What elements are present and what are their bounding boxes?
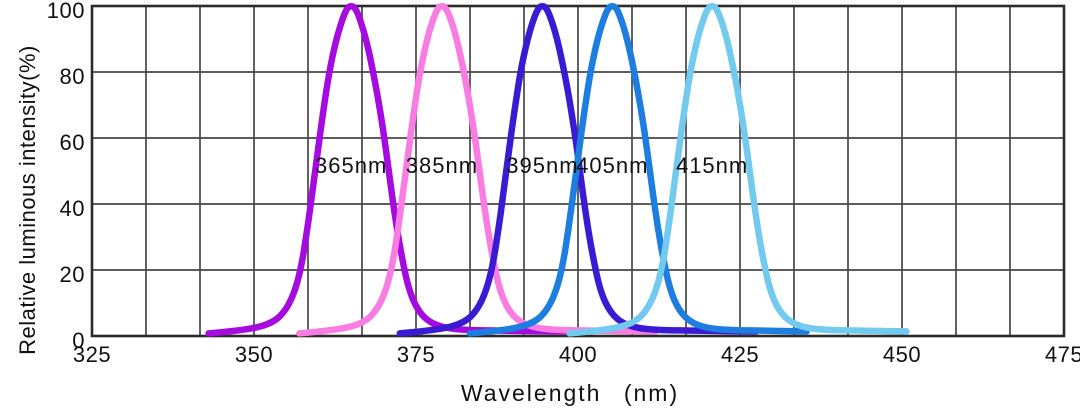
y-tick-label: 40 — [60, 196, 85, 221]
x-tick-label: 350 — [235, 342, 273, 367]
y-axis-title: Relative luminous intensity(%) — [15, 45, 40, 355]
spectrum-curve-385nm — [296, 3, 660, 337]
y-axis-tick-labels: 0 20 40 60 80 100 — [47, 0, 85, 353]
x-tick-label: 375 — [397, 342, 435, 367]
y-tick-label: 100 — [47, 0, 85, 23]
y-tick-label: 0 — [72, 328, 85, 353]
x-axis-title: Wavelength (nm) — [461, 380, 679, 406]
spectrum-curve-395nm — [396, 3, 760, 337]
spectra-curves — [205, 3, 910, 337]
y-tick-label: 20 — [60, 262, 85, 287]
x-tick-label: 400 — [559, 342, 597, 367]
spectrum-curve-365nm — [205, 3, 569, 337]
x-tick-label: 325 — [73, 342, 111, 367]
series-label-415nm: 415nm — [676, 153, 748, 178]
x-axis-tick-labels: 325 350 375 400 425 450 475 — [73, 342, 1080, 367]
y-tick-label: 80 — [60, 64, 85, 89]
series-label-405nm: 405nm — [576, 153, 648, 178]
y-tick-label: 60 — [60, 130, 85, 155]
plot-border — [90, 4, 1066, 338]
spectrum-curve-415nm — [566, 3, 910, 337]
series-label-365nm: 365nm — [315, 153, 387, 178]
x-tick-label: 425 — [721, 342, 759, 367]
x-tick-label: 475 — [1045, 342, 1080, 367]
series-label-395nm: 395nm — [506, 153, 578, 178]
spectrum-curve-405nm — [466, 3, 810, 337]
series-label-385nm: 385nm — [406, 153, 478, 178]
x-tick-label: 450 — [883, 342, 921, 367]
gridlines — [92, 6, 1064, 336]
